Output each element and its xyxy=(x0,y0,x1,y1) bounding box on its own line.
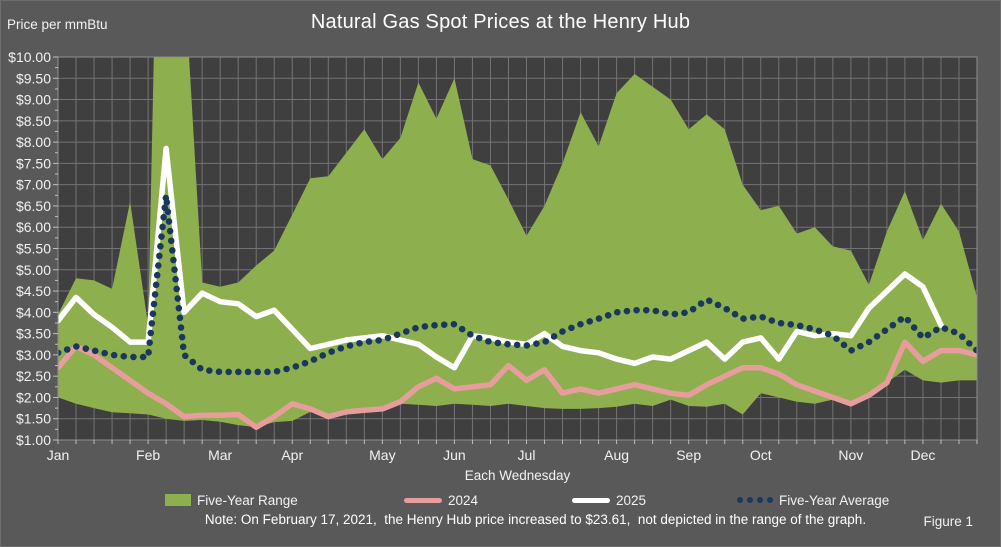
month-label: Dec xyxy=(910,447,935,463)
month-label: Nov xyxy=(838,447,863,463)
month-label: Jan xyxy=(47,447,70,463)
five-year-range-band xyxy=(58,57,977,428)
series-line-five-year-average xyxy=(58,192,977,376)
x-axis-title: Each Wednesday xyxy=(464,468,571,483)
month-label: Feb xyxy=(136,447,160,463)
y-tick-label: $8.50 xyxy=(16,113,51,129)
legend-label: 2024 xyxy=(448,492,479,508)
line-2024-swatch xyxy=(404,497,442,503)
y-tick-label: $2.00 xyxy=(16,389,51,405)
month-label: Jun xyxy=(443,447,466,463)
y-tick-label: $1.00 xyxy=(16,432,51,448)
legend-label: Five-Year Average xyxy=(779,492,890,508)
legend: Five-Year Range 2024 2025 Five-Year Aver… xyxy=(0,488,1001,512)
y-tick-label: $7.00 xyxy=(16,177,51,193)
y-axis-unit-label: Price per mmBtu xyxy=(7,17,108,32)
y-tick-label: $3.50 xyxy=(16,326,51,342)
legend-item-five-year-range: Five-Year Range xyxy=(165,488,298,512)
month-label: May xyxy=(369,447,395,463)
y-tick-label: $4.00 xyxy=(16,304,51,320)
y-tick-label: $4.50 xyxy=(16,283,51,299)
series-group xyxy=(58,57,977,430)
series-line-2025 xyxy=(58,145,944,371)
y-tick-label: $5.00 xyxy=(16,262,51,278)
legend-item-2025: 2025 xyxy=(572,488,646,512)
month-label: Apr xyxy=(281,447,303,463)
five-year-range-swatch xyxy=(165,494,191,506)
month-label: Aug xyxy=(604,447,629,463)
y-tick-label: $6.50 xyxy=(16,198,51,214)
legend-item-five-year-average: Five-Year Average xyxy=(737,488,889,512)
month-label: Oct xyxy=(750,447,772,463)
y-tick-label: $3.00 xyxy=(16,347,51,363)
y-tick-label: $7.50 xyxy=(16,155,51,171)
month-label: Mar xyxy=(208,447,232,463)
legend-item-2024: 2024 xyxy=(404,488,478,512)
series-line-2024 xyxy=(58,339,977,430)
line-2025-swatch xyxy=(572,497,610,503)
figure-label: Figure 1 xyxy=(923,514,973,529)
y-tick-label: $5.50 xyxy=(16,241,51,257)
legend-label: 2025 xyxy=(616,492,647,508)
y-tick-label: $8.00 xyxy=(16,134,51,150)
y-tick-label: $2.50 xyxy=(16,368,51,384)
y-tick-label: $10.00 xyxy=(8,49,51,65)
month-label: Jul xyxy=(518,447,536,463)
chart-title: Natural Gas Spot Prices at the Henry Hub xyxy=(310,11,691,33)
legend-label: Five-Year Range xyxy=(197,492,298,508)
five-year-average-dots-swatch xyxy=(737,497,773,503)
month-label: Sep xyxy=(676,447,701,463)
note-text: Note: On February 17, 2021, the Henry Hu… xyxy=(204,512,867,527)
y-tick-label: $9.00 xyxy=(16,92,51,108)
y-tick-label: $9.50 xyxy=(16,70,51,86)
y-tick-label: $6.00 xyxy=(16,219,51,235)
y-tick-label: $1.50 xyxy=(16,411,51,427)
